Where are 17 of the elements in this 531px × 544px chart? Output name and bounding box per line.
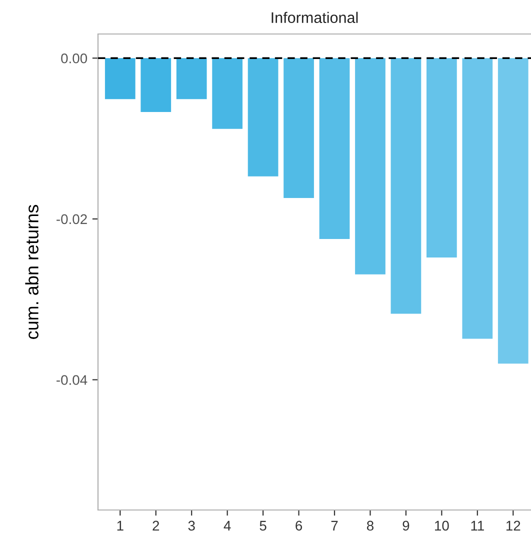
y-axis-title: cum. abn returns [25,204,38,339]
x-tick-label: 9 [402,520,410,531]
y-tick-label: 0.00 [61,53,88,64]
x-tick-label: 3 [188,520,195,531]
x-tick-label: 2 [152,520,160,530]
x-tick-label: 1 [117,520,124,530]
x-tick-label: 6 [296,520,302,531]
x-tick-label: 12 [506,520,520,530]
x-tick-label: 7 [331,520,338,530]
x-tick-label: 11 [471,520,484,530]
chart-title: Informational [272,12,358,24]
y-tick-label: -0.04 [56,375,88,385]
x-tick-label: 5 [260,520,266,531]
x-tick-label: 10 [435,520,449,531]
x-tick-label: 4 [224,520,231,530]
x-tick-label: 8 [366,520,374,531]
y-tick-label: -0.02 [56,214,87,224]
